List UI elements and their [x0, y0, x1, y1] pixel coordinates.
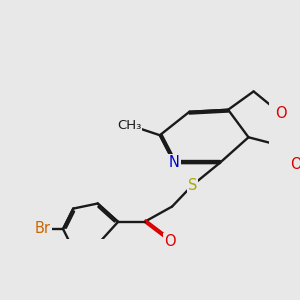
Text: S: S [188, 178, 197, 193]
Text: N: N [169, 155, 180, 170]
Text: O: O [291, 157, 300, 172]
Text: Br: Br [35, 221, 51, 236]
Text: O: O [164, 234, 176, 249]
Text: O: O [275, 106, 287, 121]
Text: CH₃: CH₃ [117, 118, 142, 131]
